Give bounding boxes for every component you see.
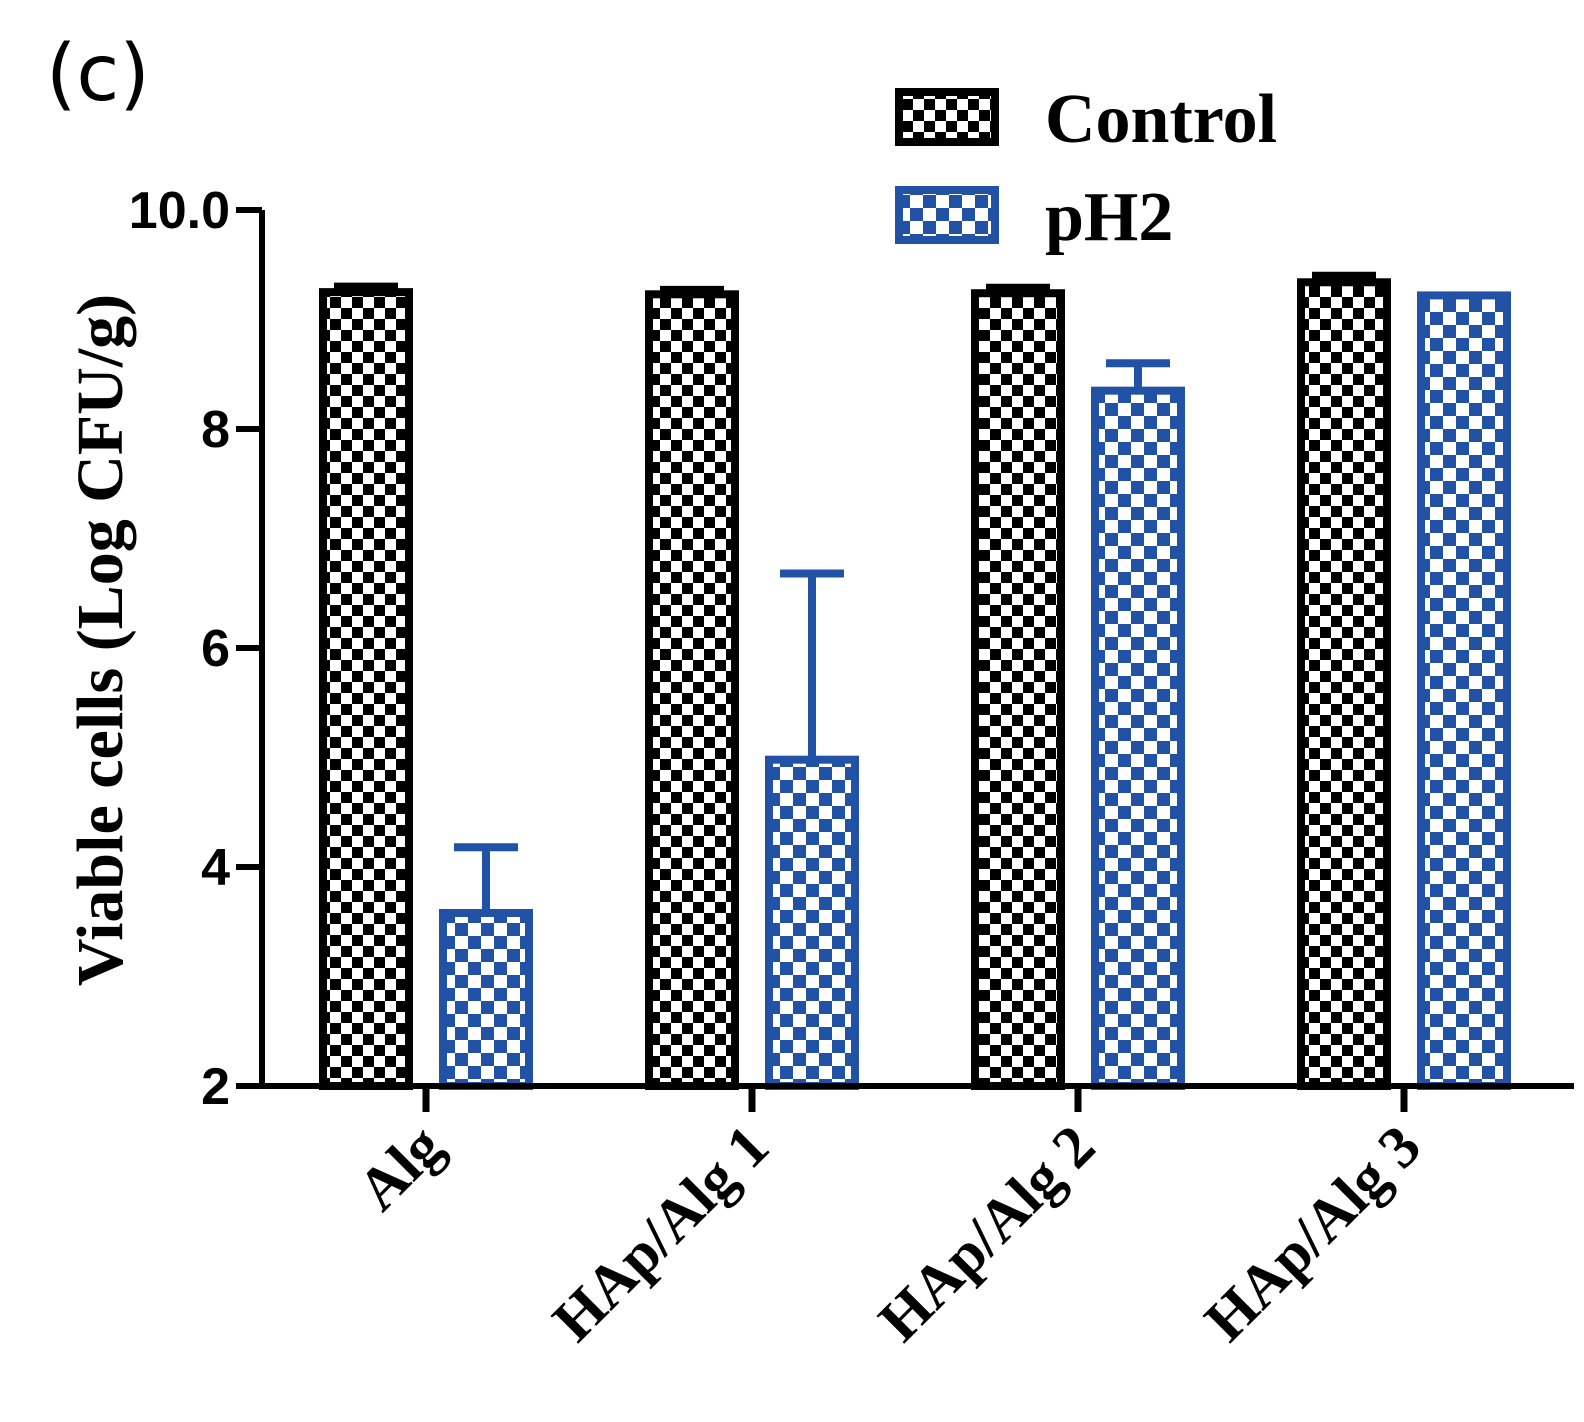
y-tick-label: 6: [201, 620, 230, 678]
plot-area: 2 4 6 8 10.0 Alg HAp/Alg 1 HAp/Alg 2 HAp/Alg 3: [129, 182, 1574, 1354]
y-tick-label: 10.0: [129, 182, 230, 240]
x-tick-label: Alg: [345, 1113, 455, 1223]
x-tick-label: HAp/Alg 3: [1192, 1113, 1433, 1354]
legend-label-control: Control: [1045, 81, 1277, 158]
y-tick-label: 4: [201, 839, 230, 897]
y-tick-label: 2: [201, 1058, 230, 1116]
bar-control: [645, 290, 739, 1090]
panel-label: (c): [46, 29, 150, 119]
bar-control: [319, 288, 413, 1090]
bar-ph2: [1091, 386, 1185, 1090]
bar-control: [971, 289, 1065, 1091]
y-axis-title: Viable cells (Log CFU/g): [64, 294, 137, 986]
bar-ph2: [1417, 291, 1511, 1091]
x-tick-label: HAp/Alg 1: [540, 1113, 781, 1354]
legend: Control pH2: [895, 81, 1277, 256]
y-tick-label: 8: [201, 401, 230, 459]
legend-label-ph2: pH2: [1045, 179, 1173, 256]
bar-ph2: [439, 908, 533, 1090]
legend-swatch-ph2: [895, 186, 999, 244]
x-tick-label: HAp/Alg 2: [866, 1113, 1107, 1354]
legend-swatch-control: [895, 88, 999, 146]
bar-control: [1297, 278, 1391, 1090]
bar-ph2: [765, 755, 859, 1090]
